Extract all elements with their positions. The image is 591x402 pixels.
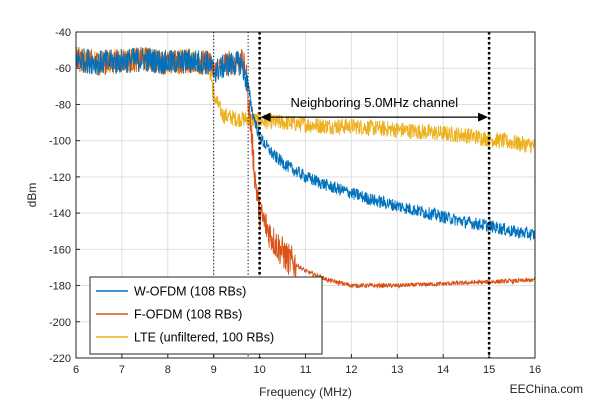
y-tick-label: -160 [49, 244, 71, 256]
series-lines [75, 46, 536, 290]
annotation-group: Neighboring 5.0MHz channel [260, 95, 489, 122]
axis-ticks: 6 7 8 9 10 11 12 13 14 15 16 -220 -200 -180 -160 -140 -1… [49, 27, 541, 376]
x-tick-label: 13 [391, 364, 403, 376]
plot-frame [75, 31, 536, 359]
y-axis-label: dBm [25, 183, 39, 208]
x-tick-label: 11 [300, 364, 311, 376]
y-tick-label: -220 [49, 353, 71, 365]
legend-box [89, 276, 323, 355]
x-tick-label: 9 [211, 364, 217, 376]
x-tick-label: 14 [437, 364, 449, 376]
y-tick-label: -100 [49, 136, 71, 148]
x-tick-label: 8 [165, 364, 171, 376]
annotation-label: Neighboring 5.0MHz channel [291, 95, 459, 110]
y-tick-label: -200 [49, 317, 71, 329]
legend-entry: W-OFDM (108 RBs) [134, 285, 246, 299]
x-tick-label: 15 [483, 364, 495, 376]
x-tick-label: 7 [119, 364, 125, 376]
x-tick-label: 6 [73, 364, 79, 376]
arrow-head-left [260, 112, 271, 122]
x-tick-label: 16 [529, 364, 541, 376]
arrow-head-right [478, 112, 489, 122]
y-tick-label: -40 [55, 27, 71, 39]
y-tick-label: -120 [49, 172, 71, 184]
y-tick-label: -60 [55, 63, 71, 75]
x-tick-label: 10 [253, 364, 265, 376]
legend-entry: LTE (unfiltered, 100 RBs) [134, 331, 274, 345]
y-tick-label: -180 [49, 281, 71, 293]
y-tick-label: -80 [55, 99, 71, 111]
x-tick-label: 12 [345, 364, 357, 376]
watermark: EEChina.com [509, 382, 583, 396]
series-line [75, 47, 536, 241]
y-tick-label: -140 [49, 208, 71, 220]
legend-entry: F-OFDM (108 RBs) [134, 308, 242, 322]
x-axis-label: Frequency (MHz) [259, 385, 352, 399]
legend: W-OFDM (108 RBs) F-OFDM (108 RBs) LTE (unf… [89, 276, 323, 355]
